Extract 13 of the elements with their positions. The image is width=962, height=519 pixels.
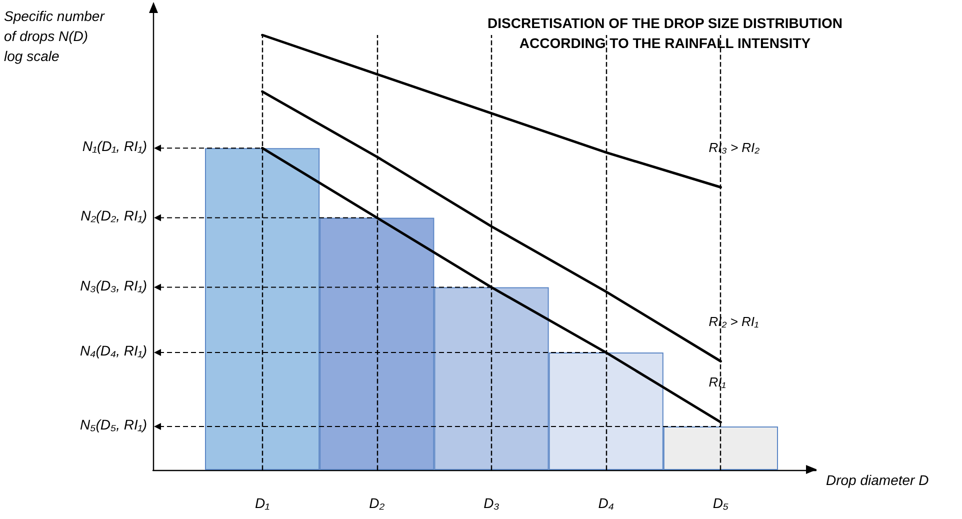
chart-title: DISCRETISATION OF THE DROP SIZE DISTRIBUTION ACCORDING TO THE RAINFALL INTENSITY — [488, 15, 842, 51]
annotation: N₄(D₄, RI₁) — [80, 342, 147, 359]
annotation: N₃(D₃, RI₁) — [80, 277, 147, 294]
x-axis-title: Drop diameter D — [826, 472, 929, 488]
x-tick-label: D₄ — [598, 495, 614, 511]
x-tick-label: D₃ — [484, 495, 500, 511]
annotation: N₁(D₁, RI₁) — [82, 138, 147, 154]
x-tick-label: D₅ — [712, 495, 729, 511]
annotation: N₂(D₂, RI₁) — [80, 208, 147, 224]
x-tick-label: D₁ — [255, 495, 270, 511]
annotation: N₅(D₅, RI₁) — [80, 416, 147, 432]
x-tick-label: D₂ — [369, 495, 386, 511]
y-axis-title: Specific number of drops N(D) log scale — [4, 8, 106, 64]
